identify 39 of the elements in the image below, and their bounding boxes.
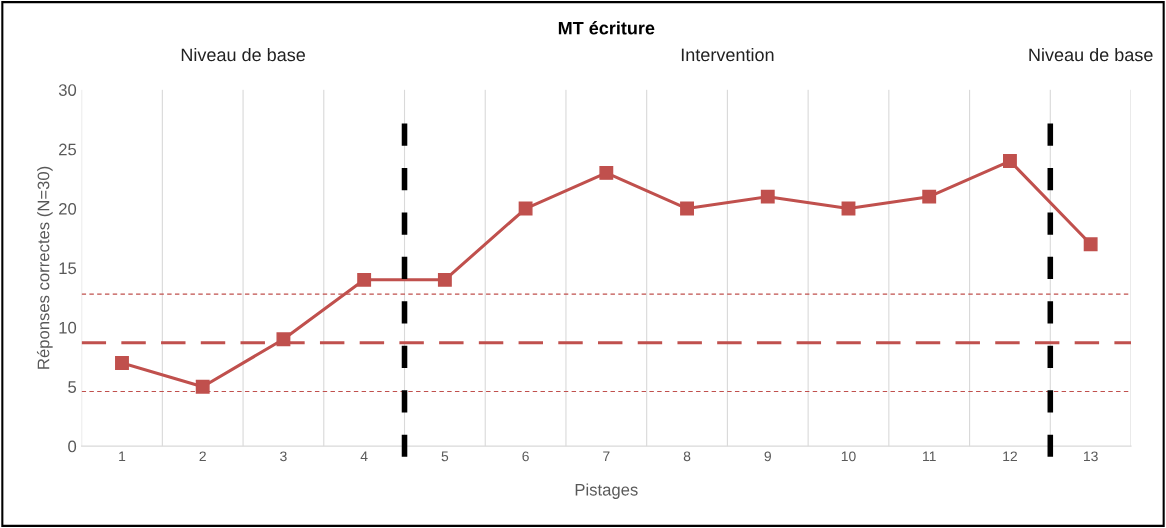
y-tick-label: 15 <box>59 262 77 275</box>
x-tick-label: 4 <box>360 451 368 462</box>
point <box>518 201 533 216</box>
point <box>922 189 937 204</box>
point <box>1002 154 1017 168</box>
x-tick-label: 2 <box>199 451 206 462</box>
x-tick-label: 1 <box>119 451 126 462</box>
point <box>276 332 291 347</box>
point <box>680 201 694 216</box>
y-tick-label: 10 <box>59 321 77 334</box>
y-tick-label: 25 <box>59 143 77 156</box>
y-tick-label: 0 <box>68 440 77 453</box>
x-tick-label: 9 <box>764 451 771 462</box>
y-tick-label: 20 <box>59 202 77 215</box>
x-tick-label: 8 <box>683 451 691 462</box>
text: Niveau de base <box>181 47 305 62</box>
x-tick-label: 5 <box>441 451 449 462</box>
text: Intervention <box>681 47 774 62</box>
x-tick-label: 12 <box>1003 451 1017 462</box>
x-tick-label: 6 <box>522 451 529 462</box>
y-axis-title: Réponses correctes (N=30) <box>36 166 53 369</box>
point <box>357 272 372 287</box>
y-tick-label: 5 <box>68 381 77 393</box>
x-tick-label: 10 <box>841 451 856 462</box>
chart-title: MT écriture <box>558 21 655 35</box>
x-tick-label: 13 <box>1083 451 1098 462</box>
x-tick-label: 11 <box>923 451 936 462</box>
point <box>437 272 452 287</box>
x-tick-label: 7 <box>603 451 610 462</box>
point <box>1083 237 1098 252</box>
point <box>841 201 856 216</box>
text: Niveau de base <box>1029 47 1153 62</box>
point <box>760 189 775 204</box>
point <box>115 356 129 370</box>
point <box>195 379 210 394</box>
x-axis-title: Pistages <box>575 483 638 499</box>
point <box>599 165 614 180</box>
x-tick-label: 3 <box>280 451 287 462</box>
y-tick-label: 30 <box>58 84 77 96</box>
